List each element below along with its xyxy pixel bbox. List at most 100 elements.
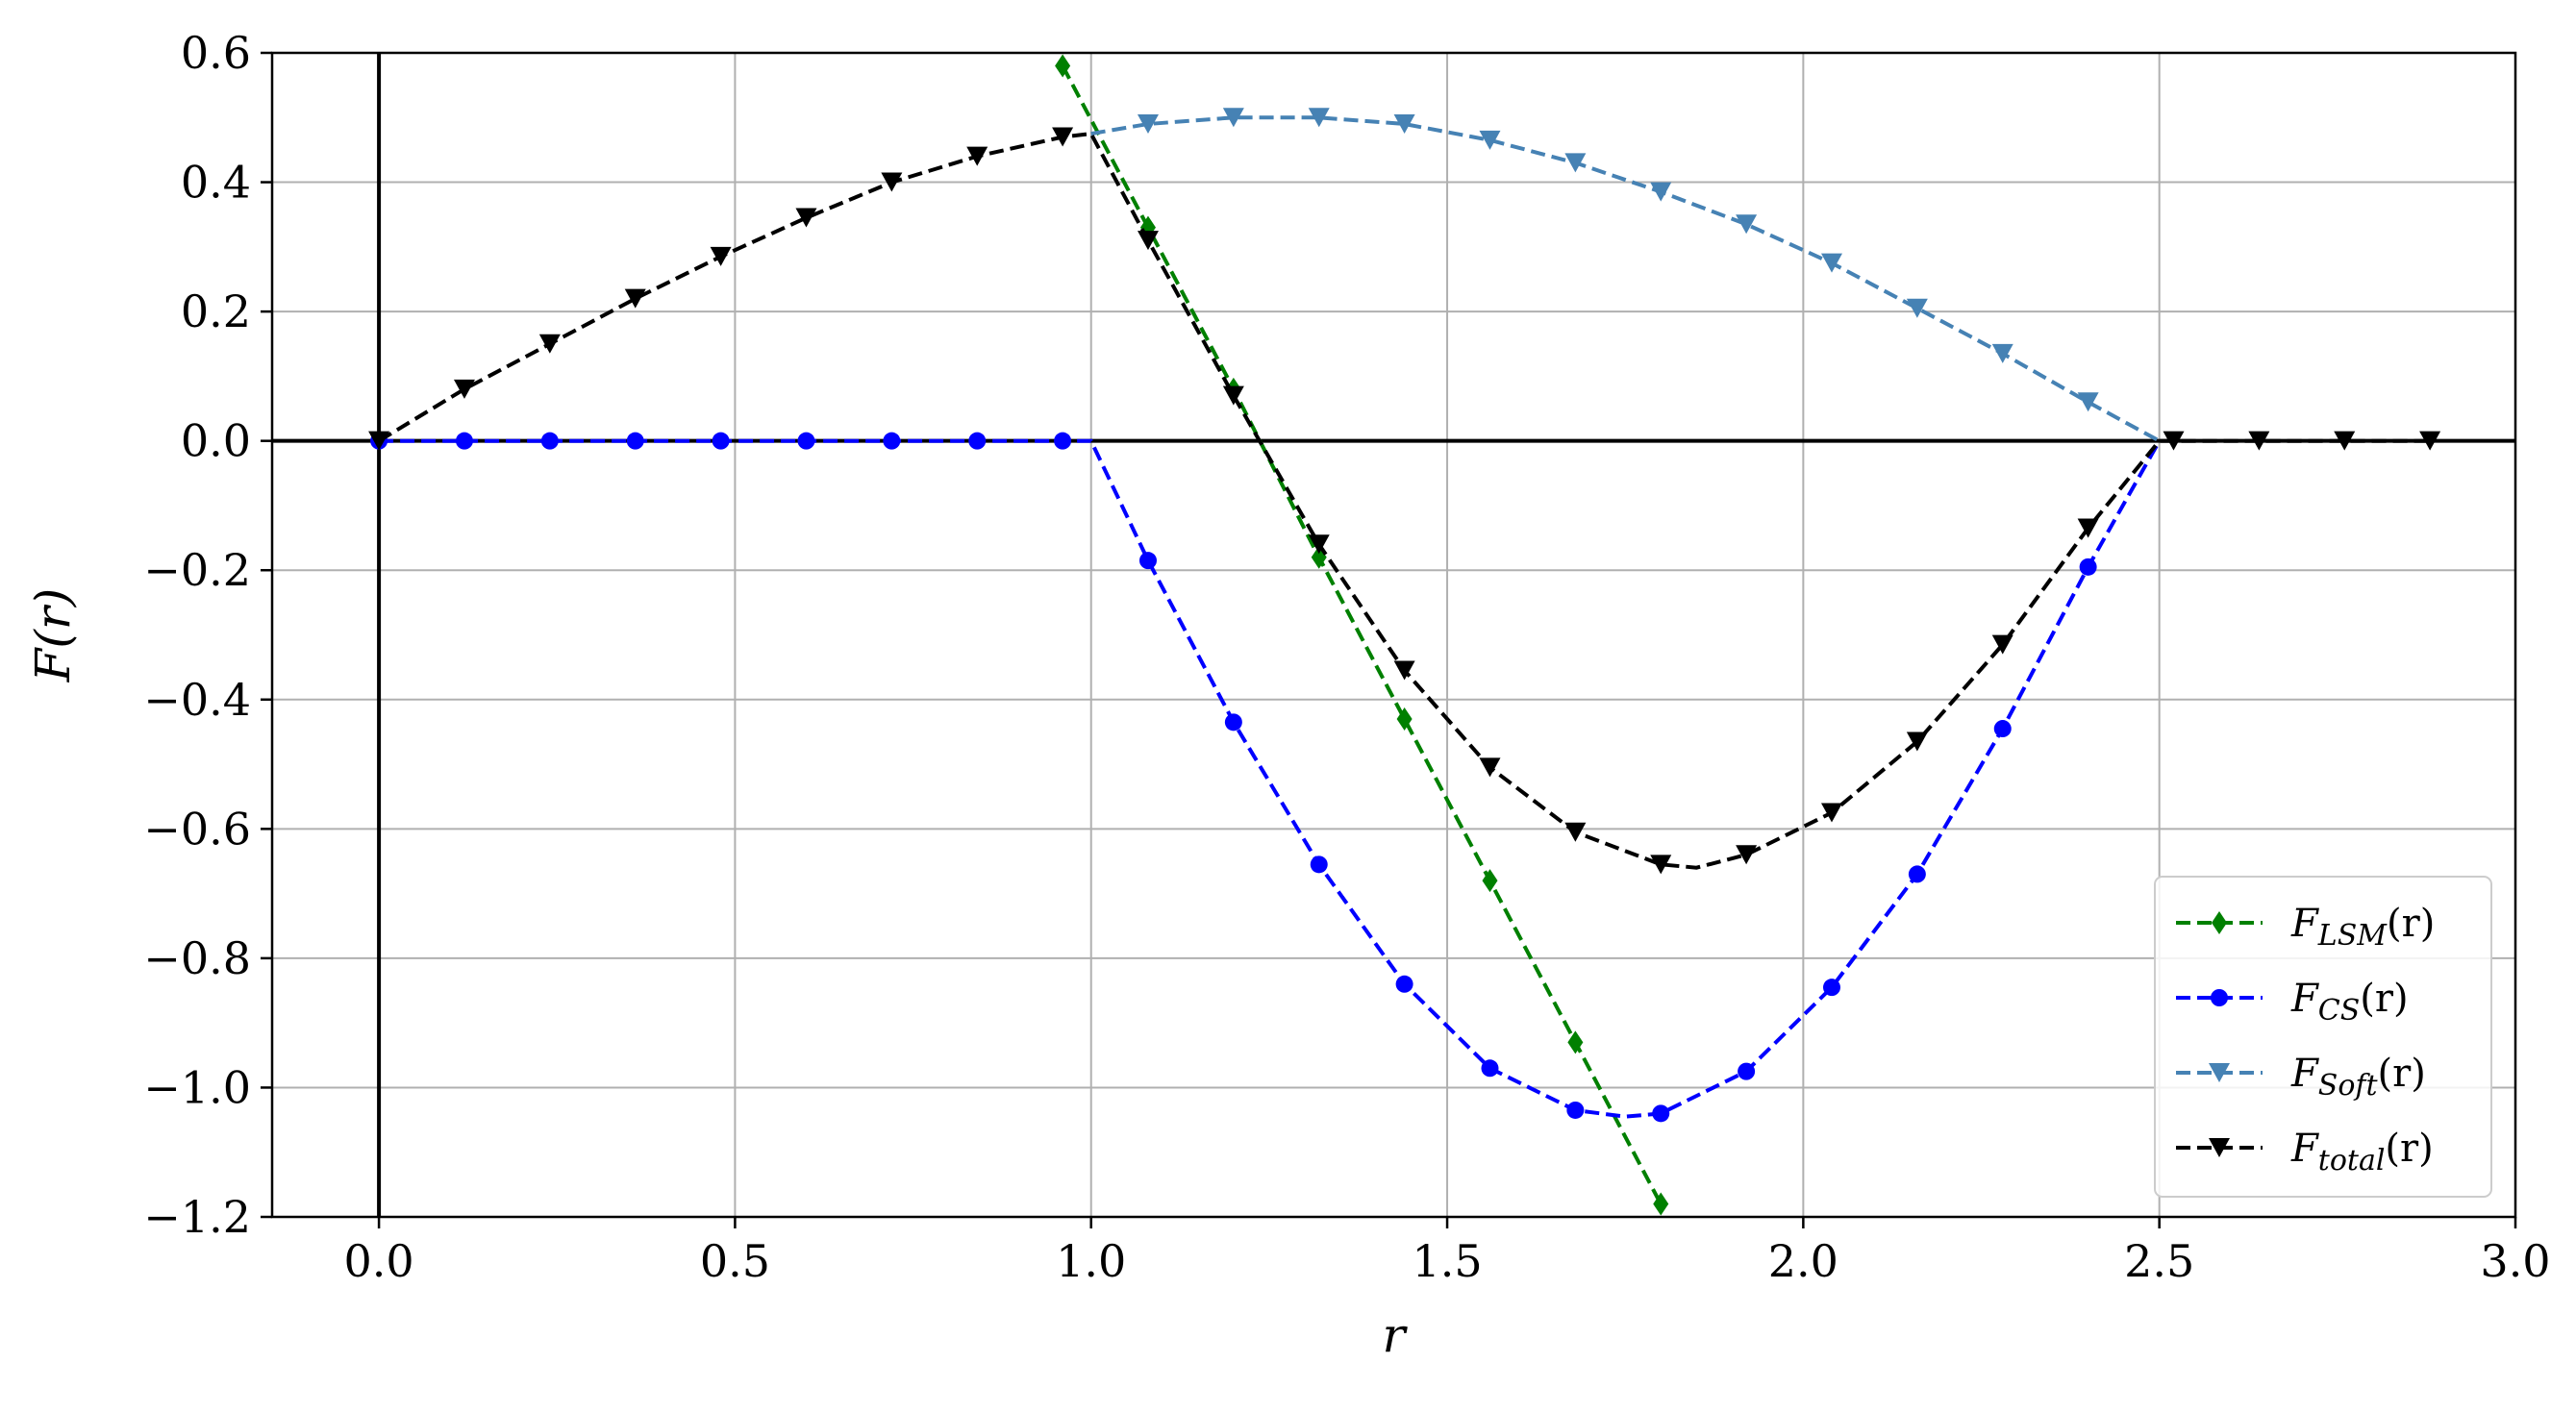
data-point-cs <box>968 432 987 450</box>
data-point-cs <box>797 432 815 450</box>
y-tick-label: −0.4 <box>143 674 251 726</box>
data-point-cs <box>1395 975 1413 993</box>
legend-marker-soft <box>2209 1063 2230 1082</box>
legend-label-lsm: FLSM(r) <box>2290 902 2435 953</box>
data-point-cs <box>883 432 901 450</box>
data-point-total <box>1222 385 1244 406</box>
x-tick-label: 2.5 <box>2124 1235 2194 1287</box>
y-tick-label: −1.0 <box>143 1061 251 1113</box>
y-tick-label: −0.6 <box>143 803 251 855</box>
y-tick-label: 0.4 <box>181 157 251 209</box>
data-point-cs <box>626 432 644 450</box>
x-tick-label: 1.0 <box>1056 1235 1126 1287</box>
data-point-total <box>2077 518 2099 538</box>
series-line-total <box>378 131 2431 870</box>
data-point-cs <box>712 432 730 450</box>
data-point-total <box>2419 431 2441 451</box>
series-cs <box>370 432 2162 1123</box>
series-soft <box>1090 108 2161 443</box>
legend: FLSM(r) FCS(r) FSoft(r) Ftotal(r) <box>2154 876 2492 1198</box>
y-tick-label: 0.6 <box>181 27 251 79</box>
data-point-total <box>1308 534 1330 555</box>
data-point-soft <box>1308 108 1330 128</box>
data-point-soft <box>1906 298 1928 318</box>
series-line-cs <box>379 438 2162 1119</box>
data-point-lsm <box>1653 1192 1669 1216</box>
data-point-soft <box>1479 130 1501 150</box>
legend-marker-total <box>2209 1138 2230 1157</box>
legend-entry-soft: FSoft(r) <box>2176 1052 2426 1103</box>
series-line-soft <box>1090 115 2161 443</box>
data-point-total <box>1736 845 1758 865</box>
data-point-cs <box>455 432 473 450</box>
x-tick-label: 3.0 <box>2480 1235 2550 1287</box>
data-point-lsm <box>1055 54 1071 78</box>
data-point-lsm <box>1482 869 1498 893</box>
y-tick-labels: 0.6 0.4 0.2 0.0 −0.2 −0.4 −0.6 −0.8 −1.0 −1.2 <box>143 27 251 1243</box>
data-point-lsm <box>1396 706 1413 731</box>
data-point-cs <box>1054 432 1072 450</box>
x-tick-label: 0.5 <box>700 1235 770 1287</box>
data-point-total <box>453 379 475 399</box>
data-point-cs <box>1138 552 1157 570</box>
data-point-total <box>1564 822 1587 842</box>
data-point-cs <box>1993 720 2012 738</box>
data-point-total <box>1650 855 1672 875</box>
data-point-total <box>1991 634 2013 655</box>
tick-marks <box>261 51 2517 1228</box>
legend-entry-total: Ftotal(r) <box>2176 1127 2434 1178</box>
data-point-total <box>710 246 732 266</box>
data-point-total <box>624 288 646 309</box>
series-line-lsm <box>1061 64 1663 1205</box>
data-point-cs <box>1566 1101 1585 1119</box>
legend-marker-lsm <box>2212 911 2227 934</box>
data-point-total <box>966 146 988 166</box>
data-point-cs <box>1822 979 1840 997</box>
legend-box <box>2154 876 2492 1198</box>
data-point-total <box>881 172 903 192</box>
data-point-total <box>795 208 817 228</box>
data-point-total <box>1052 127 1074 147</box>
data-point-cs <box>1481 1059 1499 1078</box>
y-axis-label: F(r) <box>25 588 81 683</box>
data-point-soft <box>2077 392 2099 412</box>
data-point-total <box>1393 660 1415 681</box>
y-tick-label: −0.2 <box>143 544 251 596</box>
series-total <box>368 127 2441 875</box>
y-tick-label: 0.2 <box>181 285 251 337</box>
data-point-total <box>1479 757 1501 778</box>
data-point-total <box>1906 731 1928 752</box>
data-point-cs <box>2079 558 2097 576</box>
data-point-cs <box>1652 1104 1670 1123</box>
data-point-total <box>368 431 390 451</box>
data-point-lsm <box>1567 1030 1584 1054</box>
data-point-total <box>538 334 561 354</box>
data-point-soft <box>1650 182 1672 202</box>
data-point-total <box>1137 231 1159 251</box>
data-point-soft <box>1820 253 1842 273</box>
legend-label-total: Ftotal(r) <box>2290 1127 2434 1178</box>
data-point-soft <box>1222 108 1244 128</box>
data-point-cs <box>1908 865 1926 883</box>
y-tick-label: −1.2 <box>143 1191 251 1243</box>
data-point-cs <box>1738 1062 1756 1080</box>
data-point-soft <box>1564 153 1587 173</box>
x-tick-label: 1.5 <box>1412 1235 1482 1287</box>
series-lsm <box>1055 54 1669 1216</box>
data-point-soft <box>1137 114 1159 135</box>
data-point-total <box>2334 431 2356 451</box>
data-point-total <box>2248 431 2270 451</box>
x-tick-label: 2.0 <box>1768 1235 1838 1287</box>
data-point-soft <box>1736 214 1758 235</box>
y-tick-label: −0.8 <box>143 932 251 984</box>
data-point-cs <box>1224 713 1242 731</box>
x-tick-label: 0.0 <box>344 1235 414 1287</box>
legend-entry-lsm: FLSM(r) <box>2176 902 2435 953</box>
legend-entry-cs: FCS(r) <box>2176 977 2409 1028</box>
data-point-cs <box>540 432 559 450</box>
series-layer <box>368 54 2441 1216</box>
x-axis-label: r <box>1383 1307 1409 1363</box>
legend-marker-cs <box>2211 989 2228 1006</box>
data-point-soft <box>1393 114 1415 135</box>
